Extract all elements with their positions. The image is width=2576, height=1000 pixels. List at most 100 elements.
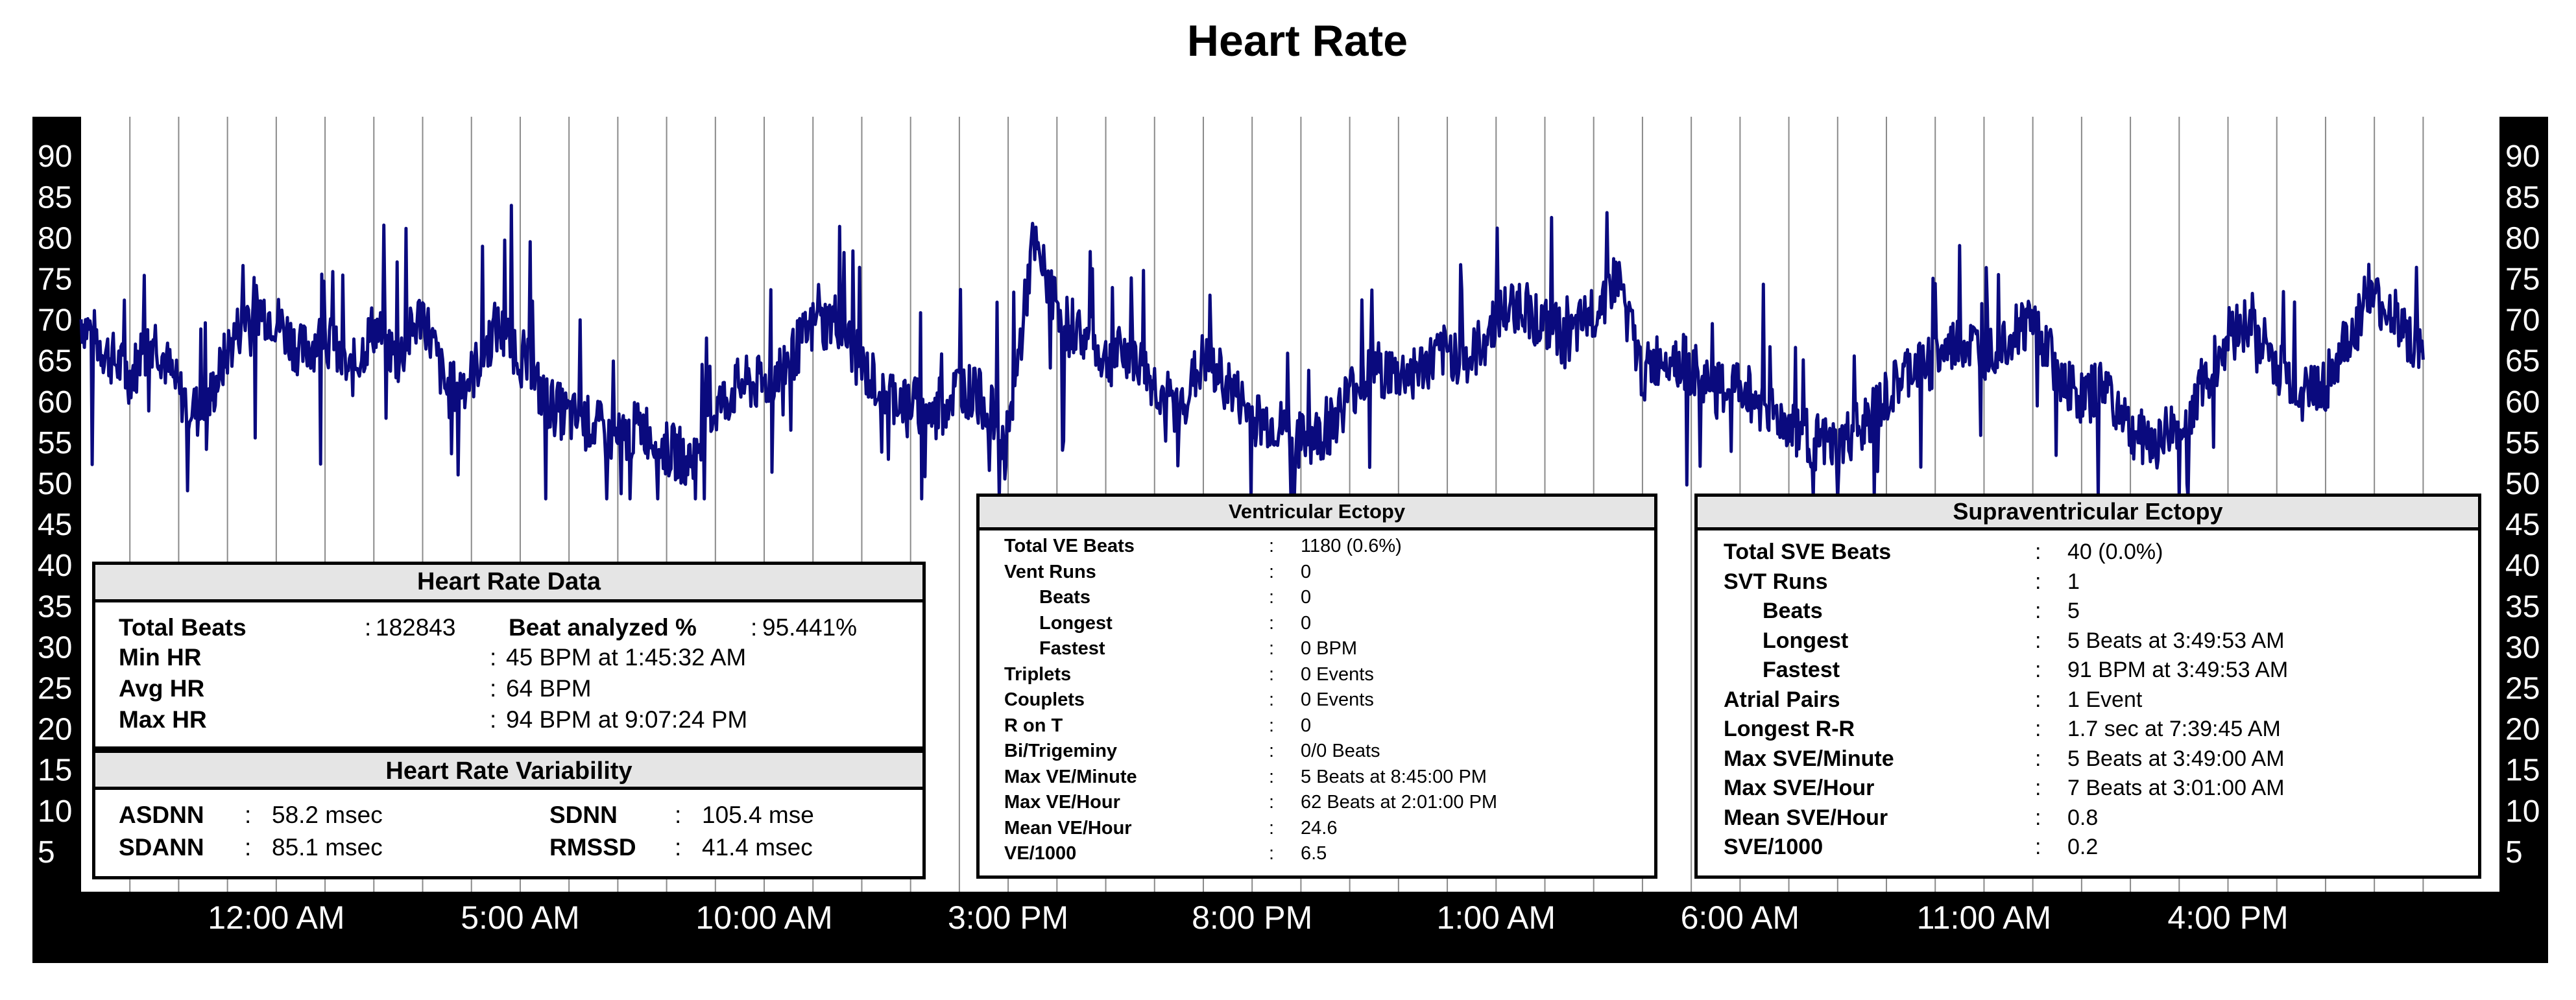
sdnn-value: 105.4 mse [702,802,814,828]
y-tick-left: 65 [38,344,72,379]
y-tick-right: 75 [2505,263,2540,297]
y-tick-right: 10 [2505,794,2540,829]
sve-value: 1 Event [2067,687,2143,712]
y-tick-right: 15 [2505,754,2540,788]
ve-sep: : [1269,587,1275,608]
sve-sep: : [2035,805,2041,830]
x-tick-label: 8:00 PM [1192,899,1312,936]
y-tick-left: 25 [38,672,72,706]
y-tick-left: 40 [38,549,72,583]
ve-label: Total VE Beats [1004,536,1135,556]
ve-sep: : [1269,766,1275,787]
y-tick-left: 20 [38,713,72,747]
y-tick-right: 50 [2505,467,2540,501]
x-tick-label: 11:00 AM [1917,899,2052,936]
y-axis-left: 5 10 15 20 25 30 35 40 45 50 55 60 65 70 75 80 85 90 [38,139,72,870]
x-tick-label: 12:00 AM [208,899,344,936]
y-tick-left: 90 [38,139,72,174]
sdnn-sep: : [675,802,682,828]
rmssd-value: 41.4 msec [702,834,813,861]
sve-sep: : [2035,776,2041,800]
min-hr-value: 45 BPM at 1:45:32 AM [506,644,747,671]
max-hr-value: 94 BPM at 9:07:24 PM [506,706,748,733]
beat-analyzed-value: 95.441% [762,614,858,641]
sve-label: Max SVE/Minute [1724,746,1894,771]
ve-value: 62 Beats at 2:01:00 PM [1301,792,1498,813]
min-hr-label: Min HR [119,644,202,671]
sve-label: Atrial Pairs [1724,687,1840,712]
y-tick-left: 5 [38,835,55,870]
ve-label: Vent Runs [1004,561,1096,582]
asdnn-sep: : [245,802,252,828]
ve-value: 6.5 [1301,843,1327,864]
sve-value: 7 Beats at 3:01:00 AM [2067,776,2285,800]
rmssd-sep: : [675,834,682,861]
heart-rate-data-table: Heart Rate Data Total Beats : 182843 Bea… [92,562,926,750]
chart-title: Heart Rate [1187,16,1408,65]
total-beats-value: 182843 [376,614,456,641]
y-tick-left: 60 [38,385,72,420]
ve-sep: : [1269,536,1275,556]
beat-analyzed-label: Beat analyzed % [509,614,697,641]
sve-label: Longest R-R [1724,717,1855,741]
ve-value: 0 Events [1301,663,1374,685]
y-tick-right: 70 [2505,304,2540,338]
ve-sep: : [1269,689,1275,710]
ve-label: Beats [1039,587,1090,608]
beat-analyzed-sep: : [751,614,758,641]
max-hr-label: Max HR [119,706,207,733]
y-tick-left: 35 [38,589,72,624]
y-tick-left: 85 [38,180,72,215]
y-tick-right: 20 [2505,713,2540,747]
ve-label: Max VE/Minute [1004,766,1137,787]
ve-sep: : [1269,843,1275,864]
ve-value: 5 Beats at 8:45:00 PM [1301,766,1487,787]
ve-sep: : [1269,638,1275,659]
avg-hr-value: 64 BPM [506,675,592,702]
ve-sep: : [1269,817,1275,839]
y-tick-right: 25 [2505,672,2540,706]
ve-label: Longest [1039,612,1113,634]
supraventricular-ectopy-title: Supraventricular Ectopy [1698,497,2478,530]
y-tick-right: 35 [2505,589,2540,624]
y-tick-left: 50 [38,467,72,501]
rmssd-label: RMSSD [549,834,636,861]
sve-value: 40 (0.0%) [2067,540,2163,564]
hrv-table: Heart Rate Variability ASDNN : 58.2 msec… [92,750,926,879]
ve-value: 0 [1301,587,1312,608]
avg-hr-label: Avg HR [119,675,205,702]
sve-value: 5 Beats at 3:49:00 AM [2067,746,2285,771]
y-tick-right: 5 [2505,835,2523,870]
sve-value: 1.7 sec at 7:39:45 AM [2067,717,2281,741]
min-hr-sep: : [490,644,497,671]
sve-sep: : [2035,628,2041,653]
y-tick-right: 90 [2505,139,2540,174]
sve-value: 0.2 [2067,835,2099,859]
ve-sep: : [1269,715,1275,736]
sve-value: 5 Beats at 3:49:53 AM [2067,628,2285,653]
hrv-title: Heart Rate Variability [95,750,922,790]
total-beats-label: Total Beats [119,614,247,641]
ve-sep: : [1269,792,1275,813]
ve-value: 0 [1301,612,1312,634]
sve-sep: : [2035,746,2041,771]
x-tick-label: 4:00 PM [2167,899,2288,936]
sve-label: Max SVE/Hour [1724,776,1875,800]
sve-label: Total SVE Beats [1724,540,1892,564]
heart-rate-data-title: Heart Rate Data [95,565,922,602]
ve-value: 0 [1301,715,1312,736]
x-tick-label: 10:00 AM [695,899,832,936]
sve-label: Fastest [1763,658,1840,682]
y-tick-right: 80 [2505,221,2540,256]
ve-value: 0 BPM [1301,638,1358,659]
x-axis: 12:00 AM 5:00 AM 10:00 AM 3:00 PM 8:00 PM 1:0… [208,899,2288,936]
sdann-label: SDANN [119,834,204,861]
y-tick-left: 15 [38,754,72,788]
x-tick-label: 1:00 AM [1437,899,1556,936]
ve-sep: : [1269,561,1275,582]
sdnn-label: SDNN [549,802,618,828]
sve-sep: : [2035,569,2041,594]
ve-label: Couplets [1004,689,1085,710]
y-axis-right: 5 10 15 20 25 30 35 40 45 50 55 60 65 70 75 80 85 90 [2505,139,2540,870]
y-tick-right: 65 [2505,344,2540,379]
